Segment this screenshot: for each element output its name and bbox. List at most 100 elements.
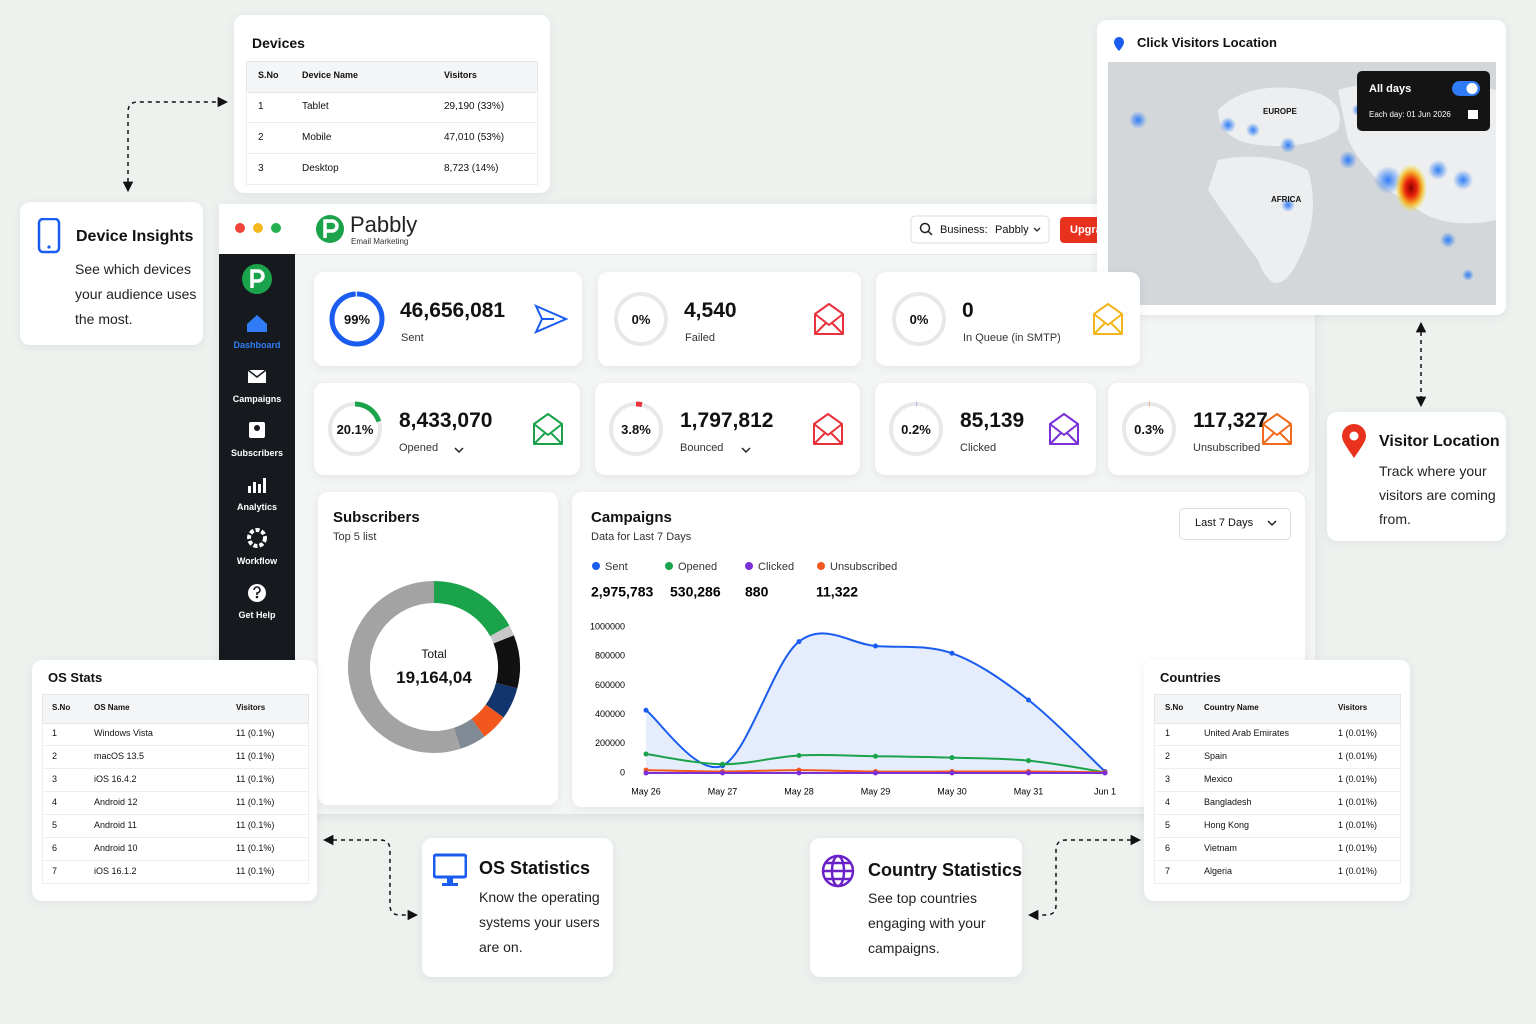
business-select[interactable] bbox=[910, 215, 1050, 244]
gauge-arc bbox=[888, 401, 944, 457]
arrow bbox=[1027, 834, 1142, 921]
x-tick-label: May 28 bbox=[784, 786, 814, 796]
column-header: Visitors bbox=[444, 70, 477, 80]
devices-card bbox=[234, 15, 550, 193]
table-cell: Mexico bbox=[1204, 774, 1233, 784]
table-cell: United Arab Emirates bbox=[1204, 728, 1290, 738]
point bbox=[720, 761, 725, 767]
search-icon bbox=[919, 222, 931, 234]
legend-dot bbox=[745, 562, 753, 570]
x-tick-label: May 31 bbox=[1014, 786, 1044, 796]
series-total: 11,322 bbox=[816, 584, 858, 600]
table-row bbox=[42, 837, 309, 861]
table-row bbox=[246, 122, 538, 154]
x-tick-label: May 29 bbox=[861, 786, 891, 796]
point bbox=[873, 770, 878, 776]
legend-dot bbox=[592, 562, 600, 570]
stat-label: In Queue (in SMTP) bbox=[963, 332, 1061, 344]
toggle-label: All days bbox=[1369, 83, 1412, 95]
feature-title: OS Statistics bbox=[479, 858, 591, 878]
card-title: OS Stats bbox=[48, 670, 103, 685]
table-cell: 3 bbox=[52, 774, 58, 784]
arrow bbox=[122, 96, 229, 193]
date-label: Each day: 01 Jun 2026 bbox=[1369, 110, 1451, 119]
table-cell: 1 (0.01%) bbox=[1338, 751, 1378, 761]
envelope-icon bbox=[813, 413, 843, 445]
column-header: Visitors bbox=[236, 702, 266, 712]
y-tick-label: 800000 bbox=[595, 651, 625, 661]
card-title: Countries bbox=[1160, 670, 1221, 685]
table-row bbox=[1154, 768, 1401, 792]
stat-graphics bbox=[327, 401, 563, 457]
os-statistics-card bbox=[422, 838, 613, 977]
table-cell: 2 bbox=[258, 131, 264, 143]
point bbox=[1026, 697, 1031, 703]
gauge-label: 0% bbox=[631, 312, 651, 327]
nav-item: Subscribers bbox=[230, 448, 284, 458]
gauge-arc bbox=[608, 401, 664, 457]
nav-item: Get Help bbox=[238, 610, 276, 620]
area bbox=[646, 633, 1105, 773]
feature-title: Visitor Location bbox=[1379, 433, 1500, 450]
column-header: S.No bbox=[1165, 702, 1184, 712]
table-header bbox=[246, 61, 538, 93]
arrow bbox=[322, 834, 419, 921]
table-cell: 1 bbox=[52, 728, 58, 738]
legend-label: Opened bbox=[678, 561, 717, 573]
window-dot bbox=[253, 223, 263, 233]
gauge-label: 0.2% bbox=[901, 422, 931, 437]
table-cell: 11 (0.1%) bbox=[236, 843, 275, 853]
table-cell: 1 (0.01%) bbox=[1338, 866, 1378, 876]
stat-value: 4,540 bbox=[684, 299, 737, 322]
table-cell: 4 bbox=[1165, 797, 1171, 807]
y-tick-label: 600000 bbox=[595, 680, 625, 690]
gauge-label: 20.1% bbox=[336, 422, 374, 437]
table-cell: 2 bbox=[1165, 751, 1171, 761]
nav-item: Campaigns bbox=[232, 394, 282, 404]
table-row bbox=[1154, 814, 1401, 838]
table-cell: Android 10 bbox=[94, 843, 138, 853]
stat-card bbox=[314, 272, 582, 366]
table-row bbox=[42, 768, 309, 792]
globe-icon bbox=[821, 854, 855, 888]
send-icon bbox=[533, 304, 569, 334]
y-tick-label: 200000 bbox=[595, 738, 625, 748]
table-header bbox=[1154, 694, 1401, 724]
stat-graphics bbox=[1121, 401, 1292, 457]
table-cell: 4 bbox=[52, 797, 58, 807]
region-label: AFRICA bbox=[1271, 195, 1302, 204]
stat-value: 85,139 bbox=[960, 409, 1025, 432]
table-cell: 11 (0.1%) bbox=[236, 820, 275, 830]
range-label[interactable]: Last 7 Days bbox=[1195, 517, 1254, 529]
toggle[interactable] bbox=[1450, 80, 1484, 125]
y-tick-label: 1000000 bbox=[590, 621, 625, 631]
table-cell: 1 bbox=[258, 100, 264, 112]
envelope-icon bbox=[1262, 413, 1292, 445]
table-cell: 11 (0.1%) bbox=[236, 728, 275, 738]
brand: Pabbly bbox=[350, 212, 418, 237]
legend-label: Sent bbox=[605, 561, 628, 573]
point bbox=[643, 707, 649, 713]
table-cell: 5 bbox=[1165, 820, 1171, 830]
table-cell: 2 bbox=[52, 751, 58, 761]
table-cell: 29,190 (33%) bbox=[444, 100, 505, 112]
table-row bbox=[42, 814, 309, 838]
table-cell: 11 (0.1%) bbox=[236, 774, 275, 784]
donut-segment bbox=[471, 704, 504, 737]
table-row bbox=[1154, 791, 1401, 815]
card-title: Campaigns bbox=[591, 509, 672, 526]
stat-value: 8,433,070 bbox=[399, 409, 493, 432]
monitor-icon bbox=[433, 853, 467, 886]
table-cell: Tablet bbox=[302, 100, 329, 112]
nav-item: Workflow bbox=[236, 556, 278, 566]
gauge-track bbox=[614, 292, 668, 346]
donut-segment bbox=[453, 718, 485, 749]
y-tick-label: 0 bbox=[620, 767, 625, 777]
envelope-icon bbox=[1049, 413, 1079, 445]
donut-segment bbox=[490, 625, 514, 644]
table-cell: Android 11 bbox=[94, 820, 137, 830]
sidebar-icons bbox=[242, 264, 272, 602]
column-header: Visitors bbox=[1338, 702, 1368, 712]
card-subtitle: Data for Last 7 Days bbox=[591, 531, 692, 543]
